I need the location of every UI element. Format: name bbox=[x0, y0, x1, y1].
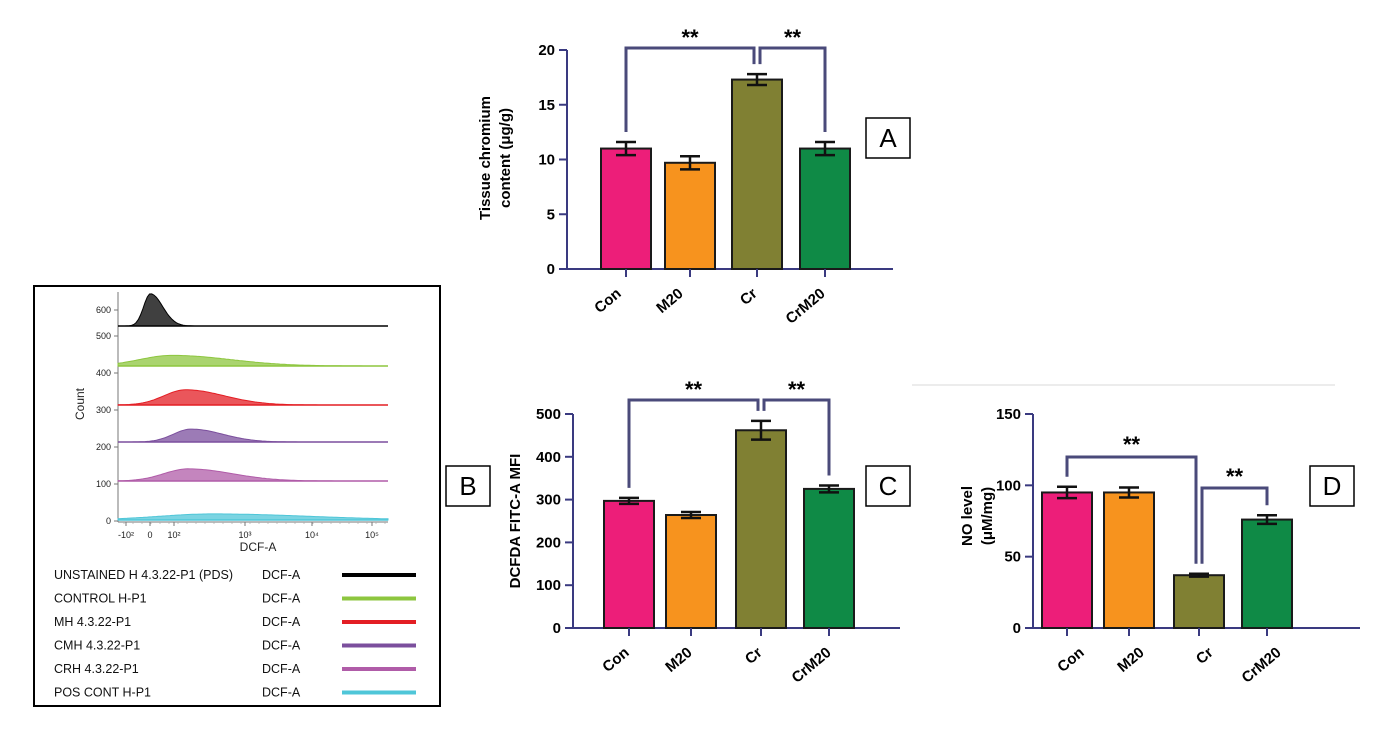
panel-label-box bbox=[865, 465, 911, 507]
legend-sample-name: MH 4.3.22-P1 bbox=[54, 615, 131, 629]
significance-bracket bbox=[1065, 455, 1198, 564]
legend-channel: DCF-A bbox=[262, 592, 301, 606]
y-tick-label: 200 bbox=[96, 442, 111, 452]
significance-bracket bbox=[624, 46, 756, 132]
y-axis-label: Count bbox=[73, 387, 87, 420]
y-tick-label: 100 bbox=[96, 479, 111, 489]
panel-label: C bbox=[879, 471, 898, 501]
category-label: Cr bbox=[737, 285, 761, 309]
y-tick-label: 15 bbox=[538, 97, 555, 114]
y-tick-label: 150 bbox=[996, 406, 1021, 423]
significance-label: ** bbox=[784, 25, 802, 50]
y-tick-label: 400 bbox=[96, 368, 111, 378]
x-axis-label: DCF-A bbox=[240, 540, 277, 554]
significance-label: ** bbox=[788, 377, 806, 402]
significance-label: ** bbox=[681, 25, 699, 50]
legend-channel: DCF-A bbox=[262, 615, 301, 629]
significance-label: ** bbox=[1123, 432, 1141, 457]
legend-sample-name: CRH 4.3.22-P1 bbox=[54, 662, 139, 676]
legend-sample-name: POS CONT H-P1 bbox=[54, 686, 151, 700]
y-tick-label: 50 bbox=[1004, 549, 1021, 566]
flow-histogram-b: 0 100 200 300 400 500 600 Count -10² 0 10² 10³ 10⁴ 10… bbox=[33, 285, 491, 707]
category-label: Cr bbox=[742, 644, 766, 668]
panel-label: A bbox=[879, 123, 897, 153]
y-axis-label: content (μg/g) bbox=[497, 108, 514, 208]
bar-con bbox=[600, 147, 652, 270]
category-label: M20 bbox=[662, 644, 695, 676]
y-tick-label: 600 bbox=[96, 305, 111, 315]
y-tick-label: 200 bbox=[536, 534, 561, 551]
y-tick-label: 100 bbox=[996, 477, 1021, 494]
category-label: M20 bbox=[653, 285, 686, 317]
y-tick-label: 0 bbox=[1013, 620, 1021, 637]
legend-sample-name: UNSTAINED H 4.3.22-P1 (PDS) bbox=[54, 568, 233, 582]
bar-cr bbox=[735, 429, 787, 629]
significance-bracket bbox=[758, 46, 827, 132]
bar-crm20 bbox=[803, 487, 855, 629]
legend-channel: DCF-A bbox=[262, 568, 301, 582]
y-axis-label: NO level bbox=[959, 486, 976, 546]
y-tick-label: 400 bbox=[536, 449, 561, 466]
legend-channel: DCF-A bbox=[262, 686, 301, 700]
x-tick-label: 10³ bbox=[238, 530, 251, 540]
legend-sample-name: CMH 4.3.22-P1 bbox=[54, 639, 140, 653]
legend-sample-name: CONTROL H-P1 bbox=[54, 592, 147, 606]
legend-channel: DCF-A bbox=[262, 662, 301, 676]
category-label: Cr bbox=[1193, 644, 1217, 668]
bar-cr bbox=[731, 78, 783, 270]
significance-bracket bbox=[762, 398, 831, 476]
panel-label: D bbox=[1323, 471, 1342, 501]
histogram-trace bbox=[117, 513, 389, 521]
y-tick-label: 5 bbox=[547, 206, 555, 223]
significance-label: ** bbox=[685, 377, 703, 402]
bar-con bbox=[603, 499, 655, 629]
y-tick-label: 0 bbox=[547, 261, 555, 278]
x-tick-label: 10⁴ bbox=[305, 530, 319, 540]
bar-chart-c: 0 100 200 300 400 500 DCFDA FITC-A MFI Con M20 Cr… bbox=[507, 377, 911, 687]
category-label: Con bbox=[591, 285, 624, 317]
significance-bracket bbox=[627, 398, 760, 488]
significance-bracket bbox=[1200, 486, 1269, 564]
bar-crm20 bbox=[1241, 518, 1293, 629]
category-label: Con bbox=[1054, 644, 1087, 676]
x-tick-label: -10² bbox=[118, 530, 134, 540]
y-tick-label: 0 bbox=[106, 516, 111, 526]
y-tick-label: 300 bbox=[96, 405, 111, 415]
y-tick-label: 20 bbox=[538, 42, 555, 59]
bar-crm20 bbox=[799, 147, 851, 270]
y-tick-label: 10 bbox=[538, 152, 555, 169]
panel-label-box bbox=[445, 465, 491, 507]
category-label: CrM20 bbox=[783, 285, 829, 328]
category-label: CrM20 bbox=[1239, 644, 1285, 687]
y-axis-label: (μM/mg) bbox=[979, 487, 996, 545]
panel-b-frame bbox=[33, 285, 441, 707]
x-tick-label: 10⁵ bbox=[365, 530, 379, 540]
bar-con bbox=[1041, 491, 1093, 630]
y-tick-label: 0 bbox=[553, 620, 561, 637]
category-label: CrM20 bbox=[789, 644, 835, 687]
panel-label-box bbox=[1309, 465, 1355, 507]
significance-label: ** bbox=[1226, 464, 1244, 489]
bar-m20 bbox=[1103, 491, 1155, 630]
category-label: Con bbox=[599, 644, 632, 676]
bar-chart-a: 0 5 10 15 20 Tissue chromium content (μg/g) Con… bbox=[477, 25, 911, 328]
y-tick-label: 100 bbox=[536, 577, 561, 594]
category-label: M20 bbox=[1114, 644, 1147, 676]
bar-chart-d: 0 50 100 150 NO level (μM/mg) Con M20 Cr CrM20 ** *… bbox=[959, 406, 1360, 687]
y-axis-label: DCFDA FITC-A MFI bbox=[507, 454, 524, 589]
bar-m20 bbox=[665, 514, 717, 629]
x-tick-label: 10² bbox=[167, 530, 180, 540]
y-tick-label: 300 bbox=[536, 492, 561, 509]
bar-m20 bbox=[664, 161, 716, 270]
x-tick-label: 0 bbox=[147, 530, 152, 540]
y-tick-label: 500 bbox=[96, 331, 111, 341]
y-tick-label: 500 bbox=[536, 406, 561, 423]
legend-channel: DCF-A bbox=[262, 639, 301, 653]
panel-label-box bbox=[865, 117, 911, 159]
panel-label: B bbox=[459, 471, 476, 501]
y-axis-label: Tissue chromium bbox=[477, 96, 494, 220]
bar-cr bbox=[1173, 574, 1225, 629]
